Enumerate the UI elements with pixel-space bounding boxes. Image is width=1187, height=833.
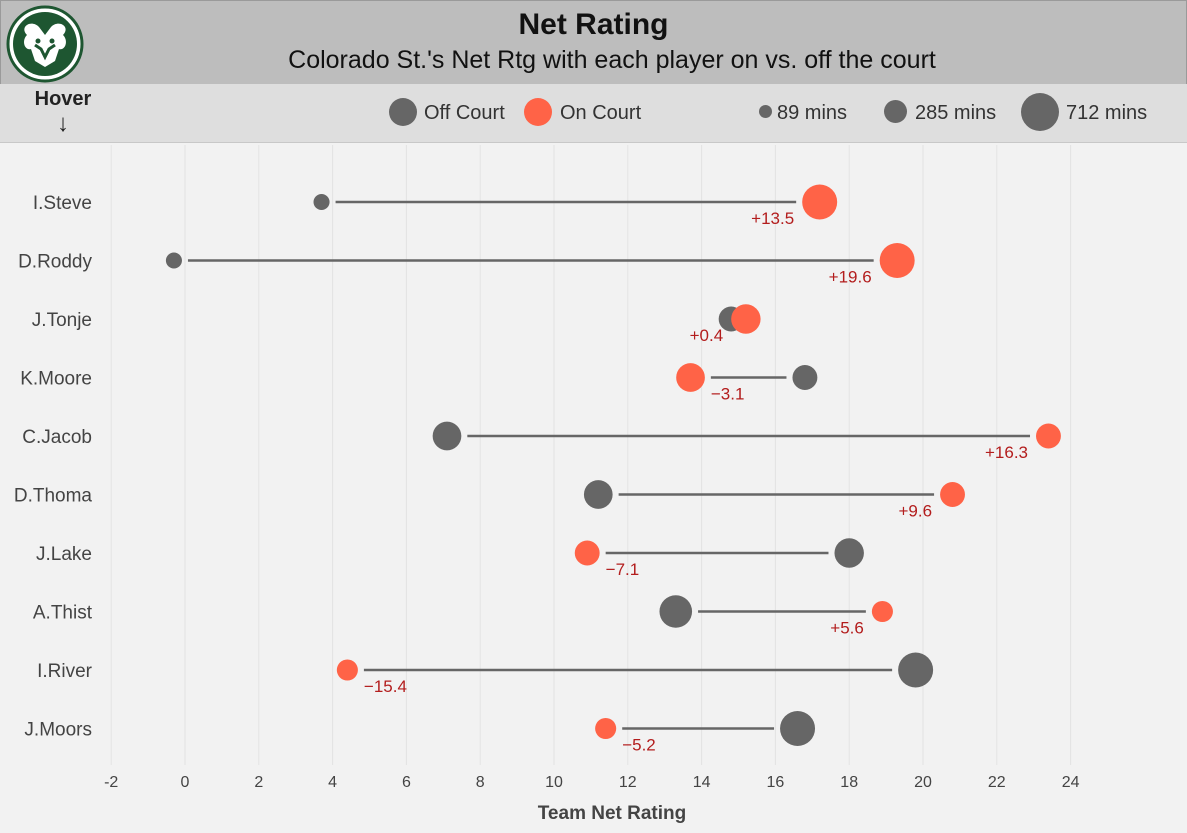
x-tick-label: 8 xyxy=(476,774,485,791)
player-label: I.Steve xyxy=(33,193,92,214)
x-tick-label: 14 xyxy=(693,774,711,791)
on-court-point xyxy=(802,184,838,220)
legend-on-dot xyxy=(524,98,552,126)
chart-header xyxy=(0,0,1187,85)
x-tick-label: 2 xyxy=(254,774,263,791)
x-tick-label: 10 xyxy=(545,774,563,791)
difference-label: +0.4 xyxy=(690,326,724,345)
legend-off-label: Off Court xyxy=(424,102,505,124)
player-label: I.River xyxy=(37,661,93,682)
legend-size-small-label: 89 mins xyxy=(777,102,848,124)
on-court-point xyxy=(676,363,705,392)
difference-label: −3.1 xyxy=(711,385,745,404)
x-tick-label: 0 xyxy=(181,774,190,791)
off-court-point xyxy=(834,538,864,568)
player-label: K.Moore xyxy=(20,369,92,390)
off-court-point xyxy=(898,652,934,688)
player-label: C.Jacob xyxy=(22,427,92,448)
x-tick-label: 20 xyxy=(914,774,932,791)
off-court-point xyxy=(792,365,818,390)
on-court-point xyxy=(595,717,617,740)
off-court-point xyxy=(432,421,462,451)
off-court-point xyxy=(583,480,613,509)
off-court-point xyxy=(659,595,693,628)
player-label: A.Thist xyxy=(33,603,93,624)
player-label: J.Moors xyxy=(24,720,92,741)
difference-label: +13.5 xyxy=(751,209,794,228)
x-tick-label: 12 xyxy=(619,774,637,791)
arrow-down-icon: ↓ xyxy=(57,110,69,137)
difference-label: +19.6 xyxy=(829,268,872,287)
x-tick-label: 16 xyxy=(767,774,785,791)
hover-label[interactable]: Hover xyxy=(34,88,92,110)
legend-bar xyxy=(0,84,1187,143)
legend-size-small-dot xyxy=(759,105,772,118)
off-court-point xyxy=(165,252,182,269)
on-court-point xyxy=(879,243,915,278)
player-label: J.Lake xyxy=(36,544,92,565)
difference-label: −5.2 xyxy=(622,736,656,755)
x-tick-label: 24 xyxy=(1062,774,1080,791)
legend-on-label: On Court xyxy=(560,102,642,124)
x-tick-label: 18 xyxy=(840,774,858,791)
on-court-point xyxy=(574,540,600,566)
x-axis-title: Team Net Rating xyxy=(538,803,687,824)
on-court-point xyxy=(1036,423,1061,449)
player-label: D.Thoma xyxy=(14,486,93,507)
legend-size-medium-label: 285 mins xyxy=(915,102,997,124)
x-tick-label: 4 xyxy=(328,774,337,791)
legend-off-dot xyxy=(389,98,417,126)
on-court-point xyxy=(731,304,761,334)
on-court-point xyxy=(871,600,893,623)
player-label: J.Tonje xyxy=(32,310,92,331)
difference-label: −15.4 xyxy=(364,677,407,696)
difference-label: +16.3 xyxy=(985,443,1028,462)
chart-subtitle: Colorado St.'s Net Rtg with each player … xyxy=(288,46,936,74)
difference-label: +9.6 xyxy=(899,502,933,521)
x-tick-label: 6 xyxy=(402,774,411,791)
off-court-point xyxy=(780,711,816,746)
chart-title: Net Rating xyxy=(518,8,669,41)
legend-size-large-label: 712 mins xyxy=(1066,102,1148,124)
off-court-point xyxy=(313,193,330,211)
x-tick-label: 22 xyxy=(988,774,1006,791)
x-tick-label: -2 xyxy=(104,774,118,791)
on-court-point xyxy=(336,659,358,681)
legend-size-large-dot xyxy=(1021,93,1059,131)
legend-size-medium-dot xyxy=(884,100,907,123)
player-label: D.Roddy xyxy=(18,252,92,273)
ram-logo-icon xyxy=(6,5,84,83)
difference-label: −7.1 xyxy=(606,560,640,579)
difference-label: +5.6 xyxy=(830,619,864,638)
on-court-point xyxy=(940,482,965,507)
